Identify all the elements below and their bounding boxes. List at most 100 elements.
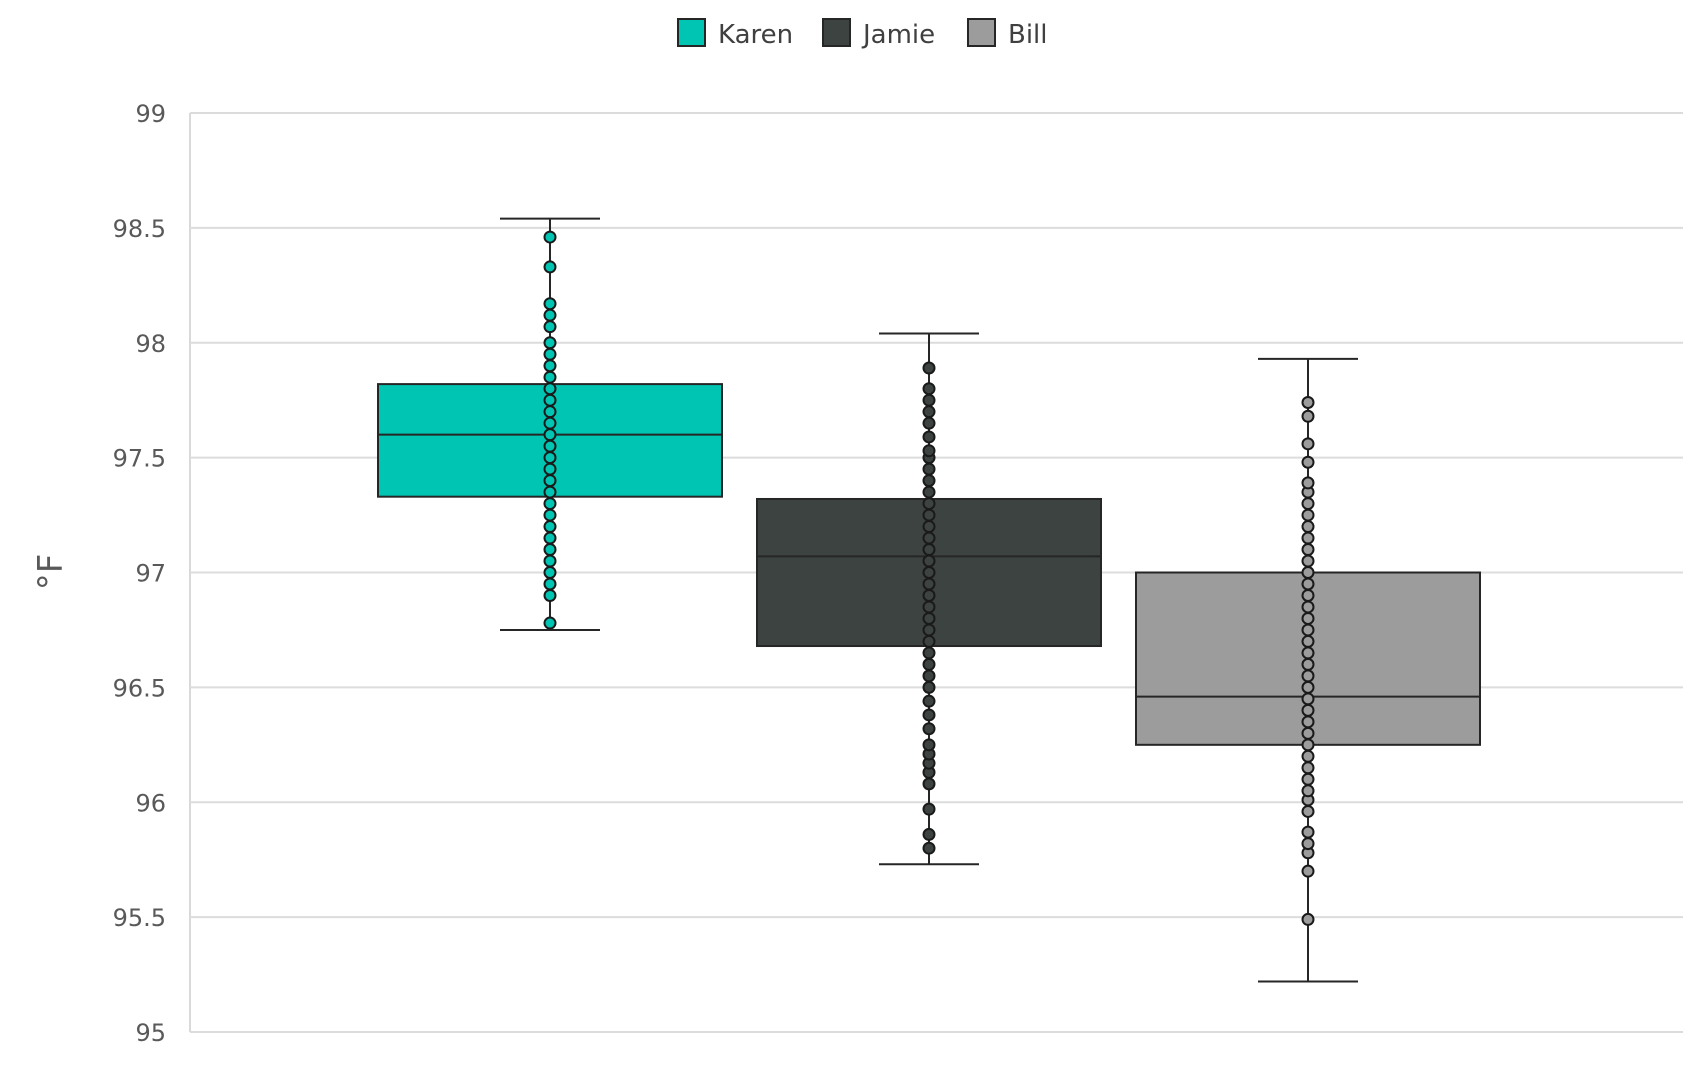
data-point xyxy=(1301,543,1315,557)
data-point xyxy=(1301,864,1315,878)
data-point xyxy=(1301,804,1315,818)
legend-swatch xyxy=(822,18,851,47)
data-point xyxy=(543,543,557,557)
data-point xyxy=(543,554,557,568)
data-point xyxy=(922,554,936,568)
data-point xyxy=(1301,692,1315,706)
data-point xyxy=(1301,749,1315,763)
y-tick-label: 98.5 xyxy=(113,215,166,243)
data-point xyxy=(922,722,936,736)
data-point xyxy=(543,230,557,244)
data-point xyxy=(1301,455,1315,469)
data-point xyxy=(922,777,936,791)
data-point xyxy=(1301,837,1315,851)
data-point xyxy=(1301,395,1315,409)
data-point xyxy=(543,588,557,602)
data-point xyxy=(922,802,936,816)
y-tick-label: 97 xyxy=(135,560,166,588)
y-tick-label: 99 xyxy=(135,100,166,128)
data-point xyxy=(543,260,557,274)
legend-label: Karen xyxy=(718,20,793,50)
data-point xyxy=(1301,497,1315,511)
data-point xyxy=(1301,738,1315,752)
legend-item-bill: Bill xyxy=(967,18,1048,50)
data-point xyxy=(1301,437,1315,451)
data-point xyxy=(543,616,557,630)
data-point xyxy=(543,336,557,350)
data-point xyxy=(922,566,936,579)
y-tick-label: 97.5 xyxy=(113,445,166,473)
data-point xyxy=(1301,715,1315,729)
data-point xyxy=(1301,646,1315,660)
data-point xyxy=(922,657,936,671)
data-point xyxy=(922,841,936,855)
legend-swatch xyxy=(677,18,706,47)
y-tick-label: 95 xyxy=(135,1019,166,1047)
legend-swatch xyxy=(967,18,996,47)
data-point xyxy=(922,827,936,841)
data-point xyxy=(1301,669,1315,683)
data-point xyxy=(922,611,936,625)
data-point xyxy=(1301,680,1315,694)
data-point xyxy=(543,566,557,579)
data-point xyxy=(1301,508,1315,522)
y-tick-label: 98 xyxy=(135,330,166,358)
y-tick-label: 96 xyxy=(135,789,166,817)
data-point xyxy=(922,474,936,488)
data-point xyxy=(543,405,557,419)
data-point xyxy=(922,738,936,752)
data-point xyxy=(543,297,557,311)
data-point xyxy=(543,347,557,361)
data-point xyxy=(1301,577,1315,591)
series-jamie xyxy=(756,332,1102,866)
data-point xyxy=(543,497,557,511)
data-point xyxy=(922,485,936,499)
data-point xyxy=(1301,772,1315,786)
data-point xyxy=(922,405,936,419)
data-point xyxy=(922,430,936,444)
data-point xyxy=(922,646,936,660)
legend-label: Bill xyxy=(1008,20,1048,50)
data-point xyxy=(1301,623,1315,637)
data-point xyxy=(922,361,936,375)
y-tick-label: 96.5 xyxy=(113,674,166,702)
data-point xyxy=(1301,409,1315,423)
data-point xyxy=(543,439,557,453)
data-point xyxy=(1301,554,1315,568)
data-point xyxy=(1301,611,1315,625)
data-point xyxy=(543,382,557,396)
data-point xyxy=(922,634,936,648)
data-point xyxy=(1301,657,1315,671)
data-point xyxy=(1301,825,1315,839)
data-point xyxy=(922,680,936,694)
data-point xyxy=(543,508,557,522)
y-axis-title: °F xyxy=(31,554,71,591)
data-point xyxy=(543,474,557,488)
data-point xyxy=(922,382,936,396)
data-point xyxy=(922,577,936,591)
data-point xyxy=(543,308,557,322)
data-point xyxy=(543,531,557,545)
data-point xyxy=(922,708,936,722)
data-point xyxy=(543,393,557,407)
data-point xyxy=(543,485,557,499)
data-point xyxy=(543,451,557,465)
series-layer xyxy=(377,217,1481,983)
data-point xyxy=(543,416,557,430)
data-point xyxy=(1301,531,1315,545)
data-point xyxy=(1301,726,1315,740)
series-bill xyxy=(1135,357,1481,983)
legend-label: Jamie xyxy=(861,20,935,50)
data-point xyxy=(1301,566,1315,579)
data-point xyxy=(922,543,936,557)
data-point xyxy=(543,320,557,334)
data-point xyxy=(922,531,936,545)
y-tick-labels: 95 95.5 96 96.5 97 97.5 98 98.5 99 xyxy=(113,100,166,1047)
data-point xyxy=(922,600,936,614)
data-point xyxy=(1301,634,1315,648)
data-point xyxy=(1301,761,1315,775)
legend-item-karen: Karen xyxy=(677,18,793,50)
data-point xyxy=(543,577,557,591)
data-point xyxy=(922,393,936,407)
